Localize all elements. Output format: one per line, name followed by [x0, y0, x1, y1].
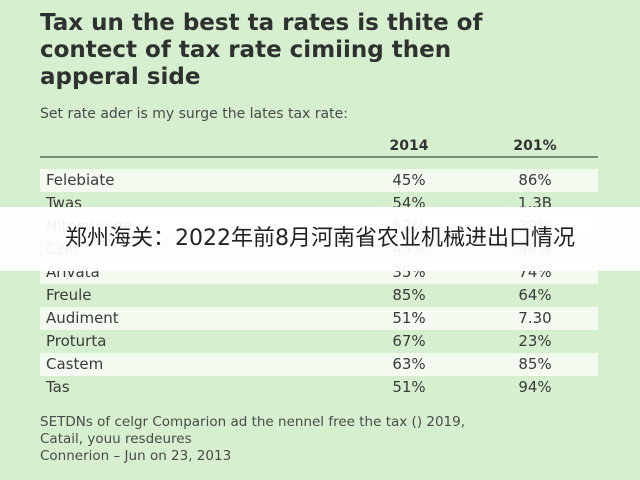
row-2014-cell: 51%: [392, 378, 426, 396]
table-row: Castem 63% 85%: [40, 353, 598, 376]
footnote-line-3: Connerion – Jun on 23, 2013: [40, 448, 232, 464]
table-body: Felebiate45%86%Twas54%1.3BNitorshiune52%…: [40, 169, 598, 399]
row-201pct-cell: 7.30: [518, 309, 552, 327]
row-name-cell: Proturta: [46, 332, 107, 350]
page-title: Tax un the best ta rates is thite of con…: [40, 10, 610, 91]
table-row: Freule 85% 64%: [40, 284, 598, 307]
column-header-201pct: 201%: [513, 138, 557, 154]
footnote-line-2: Catail, youu resdeures: [40, 431, 192, 447]
table-row: Tas 51% 94%: [40, 376, 598, 399]
table-row: Proturta 67% 23%: [40, 330, 598, 353]
caption-banner: 郑州海关：2022年前8月河南省农业机械进出口情况: [0, 207, 640, 271]
footnote-line-1: SETDNs of celgr Comparion ad the nennel …: [40, 414, 466, 430]
header-rule: [40, 156, 598, 158]
row-name-cell: Castem: [46, 355, 104, 373]
table-header: 2014 201%: [40, 134, 598, 156]
row-201pct-cell: 94%: [518, 378, 552, 396]
title-line-3: apperal side: [40, 64, 201, 90]
caption-banner-text: 郑州海关：2022年前8月河南省农业机械进出口情况: [65, 226, 575, 251]
row-201pct-cell: 85%: [518, 355, 552, 373]
row-name-cell: Felebiate: [46, 171, 115, 189]
title-line-2: contect of tax rate cimiing then: [40, 37, 452, 63]
table-row: Felebiate 45% 86%: [40, 169, 598, 192]
column-header-2014: 2014: [389, 138, 429, 154]
table-row: Audiment 51% 7.30: [40, 307, 598, 330]
table-subtitle: Set rate ader is my surge the lates tax …: [40, 106, 348, 122]
row-name-cell: Tas: [46, 378, 70, 396]
row-201pct-cell: 64%: [518, 286, 552, 304]
row-name-cell: Audiment: [46, 309, 119, 327]
row-name-cell: Freule: [46, 286, 92, 304]
row-2014-cell: 67%: [392, 332, 426, 350]
title-line-1: Tax un the best ta rates is thite of: [40, 10, 483, 36]
footnote: SETDNs of celgr Comparion ad the nennel …: [40, 414, 465, 465]
row-2014-cell: 63%: [392, 355, 426, 373]
row-201pct-cell: 86%: [518, 171, 552, 189]
row-2014-cell: 85%: [392, 286, 426, 304]
row-2014-cell: 45%: [392, 171, 426, 189]
row-2014-cell: 51%: [392, 309, 426, 327]
row-201pct-cell: 23%: [518, 332, 552, 350]
